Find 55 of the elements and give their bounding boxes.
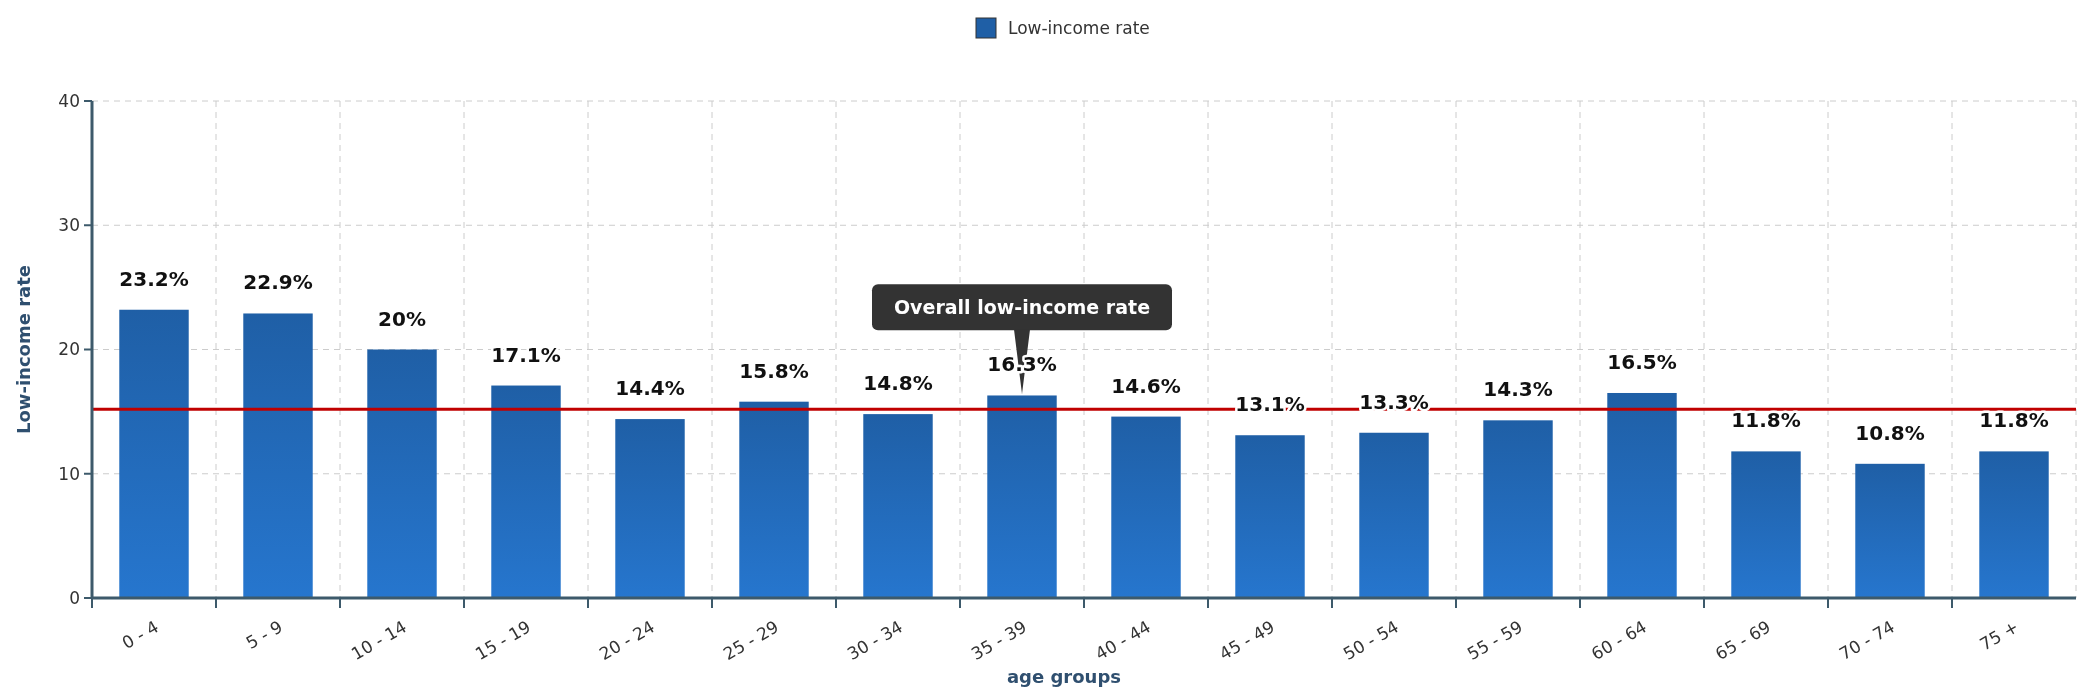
data-label: 17.1% <box>491 342 561 367</box>
x-tick-label: 5 - 9 <box>242 616 286 654</box>
x-tick-label: 70 - 74 <box>1835 616 1898 664</box>
x-tick-label: 60 - 64 <box>1587 616 1650 664</box>
x-tick-label: 75 + <box>1976 616 2022 655</box>
bar <box>739 401 809 598</box>
bar <box>1855 463 1925 598</box>
x-tick-label: 45 - 49 <box>1215 616 1278 664</box>
x-tick-label: 10 - 14 <box>347 616 410 664</box>
x-tick-label: 30 - 34 <box>843 616 906 664</box>
data-label: 15.8% <box>739 358 809 383</box>
data-label: 14.3% <box>1483 377 1553 402</box>
bar <box>491 385 561 598</box>
annotation: Overall low-income rate <box>893 296 1151 319</box>
x-tick-label: 50 - 54 <box>1339 616 1402 664</box>
data-label: 22.9% <box>243 270 313 295</box>
x-tick-label: 25 - 29 <box>719 616 782 664</box>
bar <box>1483 420 1553 598</box>
legend-label: Low-income rate <box>1008 18 1150 38</box>
x-tick-label: 65 - 69 <box>1711 616 1774 664</box>
bar <box>1235 435 1305 598</box>
data-label: 14.8% <box>863 371 933 396</box>
x-tick-label: 15 - 19 <box>471 616 534 664</box>
x-tick-label: 40 - 44 <box>1091 616 1154 664</box>
bar <box>1979 451 2049 598</box>
data-label: 13.3% <box>1359 389 1429 414</box>
y-tick-label: 30 <box>58 215 80 236</box>
x-tick-label: 0 - 4 <box>118 616 162 654</box>
y-tick-label: 20 <box>58 339 80 360</box>
bar <box>987 395 1057 598</box>
bar <box>119 309 189 598</box>
bar <box>1359 432 1429 598</box>
data-label: 20% <box>378 306 426 331</box>
x-tick-label: 35 - 39 <box>967 616 1030 664</box>
y-tick-label: 10 <box>58 463 80 484</box>
data-label: 14.4% <box>615 376 685 401</box>
data-label: 16.5% <box>1607 349 1677 374</box>
bar <box>367 349 437 598</box>
data-label: 11.8% <box>1979 408 2049 433</box>
data-label: 23.2% <box>119 266 189 291</box>
y-tick-label: 0 <box>69 587 80 608</box>
bar <box>863 414 933 598</box>
y-tick-label: 40 <box>58 90 80 111</box>
bar <box>1731 451 1801 598</box>
x-tick-label: 55 - 59 <box>1463 616 1526 664</box>
bar <box>243 313 313 598</box>
x-tick-label: 20 - 24 <box>595 616 658 664</box>
y-axis-title: Low-income rate <box>13 264 34 435</box>
data-label: 10.8% <box>1855 420 1925 445</box>
data-label: 14.6% <box>1111 373 1181 398</box>
data-label: 11.8% <box>1731 408 1801 433</box>
x-axis-title: age groups <box>1006 666 1122 687</box>
bar <box>1607 392 1677 598</box>
bar <box>1111 416 1181 598</box>
bar <box>615 419 685 598</box>
